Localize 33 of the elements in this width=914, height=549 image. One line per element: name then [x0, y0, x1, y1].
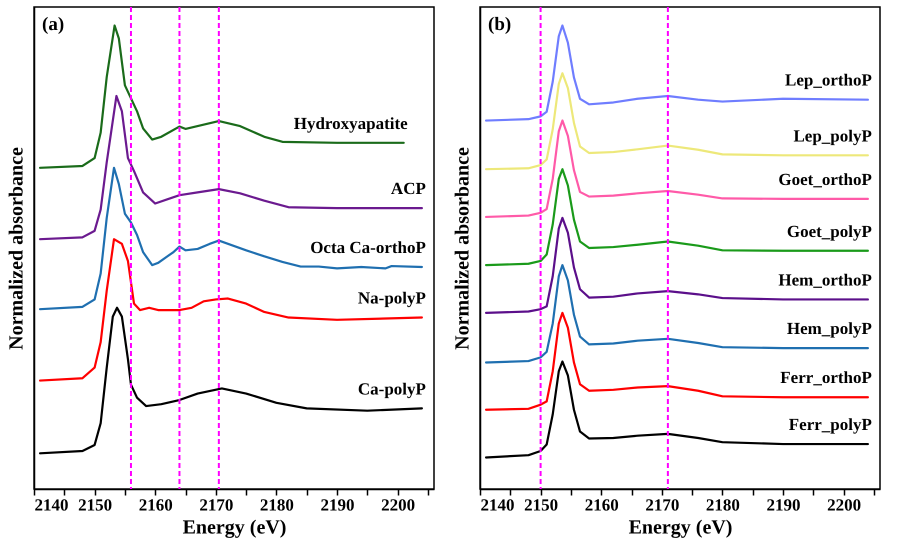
series-label: Hem_orthoP — [778, 270, 872, 290]
x-tick-label: 2150 — [78, 496, 112, 514]
series-label: ACP — [390, 179, 426, 198]
x-axis-title: Energy (eV) — [628, 516, 732, 538]
series-label: Hydroxyapatite — [294, 114, 408, 133]
series-label: Goet_polyP — [786, 222, 872, 241]
series-label: Ca-polyP — [358, 379, 426, 398]
x-tick-label: 2140 — [480, 496, 514, 514]
y-axis-title: Normalized absorbance — [452, 147, 474, 350]
series-label: Goet_orthoP — [778, 170, 872, 189]
x-tick-label: 2200 — [827, 496, 862, 514]
series-label: Ferr_polyP — [788, 415, 872, 434]
y-axis-title: Normalized absorbance — [6, 147, 28, 350]
x-tick-label: 2180 — [260, 496, 294, 514]
series-label: Octa Ca-orthoP — [310, 238, 426, 257]
x-tick-label: 2140 — [34, 496, 68, 514]
series-label: Hem_polyP — [786, 319, 872, 338]
x-axis-title: Energy (eV) — [182, 516, 286, 538]
x-tick-label: 2160 — [584, 496, 619, 514]
x-tick-label: 2180 — [706, 496, 740, 514]
x-tick-label: 2190 — [766, 496, 801, 514]
x-tick-label: 2150 — [524, 496, 558, 514]
x-tick-label: 2170 — [645, 496, 680, 514]
x-tick-label: 2160 — [138, 496, 173, 514]
series-label: Na-polyP — [358, 288, 426, 308]
chart-title: (a) — [42, 14, 64, 35]
x-tick-label: 2170 — [199, 496, 234, 514]
series-label: Lep_polyP — [793, 126, 872, 146]
series-label: Ferr_orthoP — [780, 368, 872, 388]
chart-title: (b) — [488, 14, 512, 35]
series-label: Lep_orthoP — [784, 70, 872, 90]
x-tick-label: 2200 — [381, 496, 416, 514]
x-tick-label: 2190 — [320, 496, 355, 514]
